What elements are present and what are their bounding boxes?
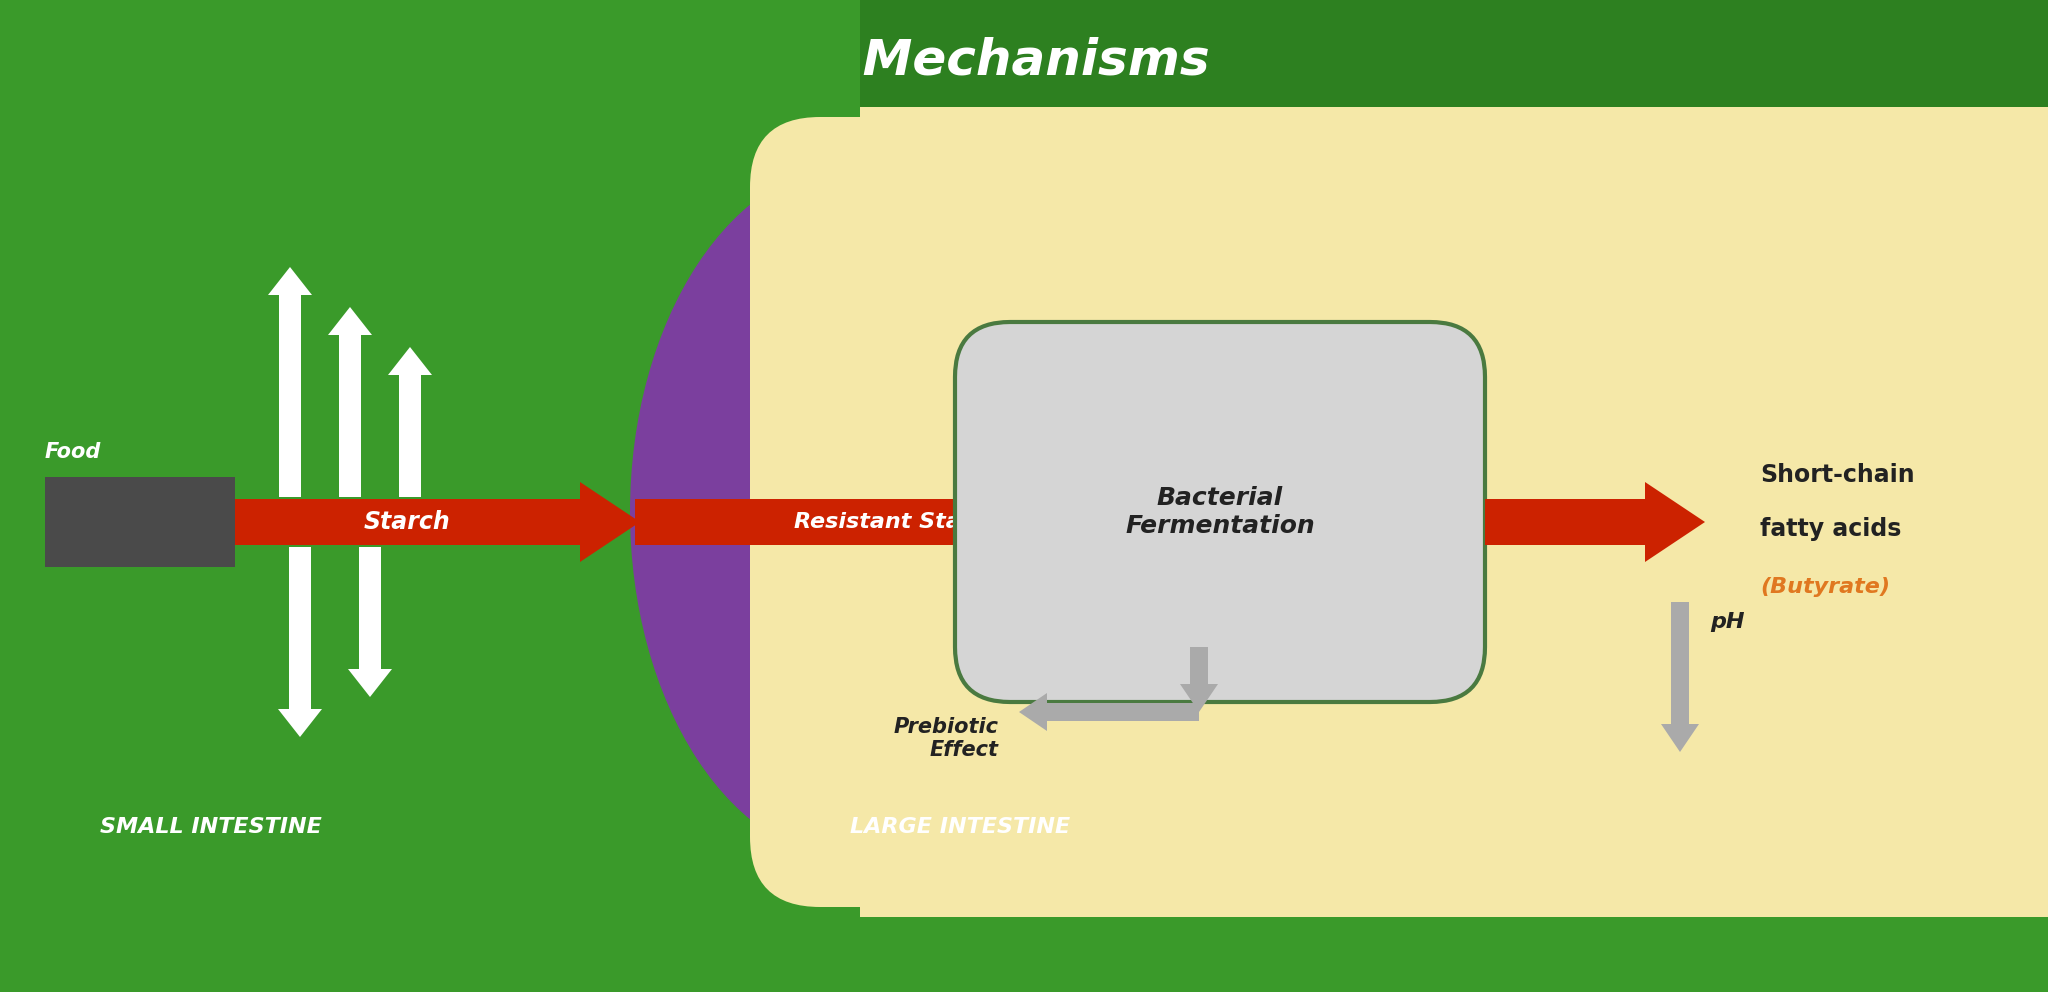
FancyArrow shape	[1020, 693, 1198, 731]
FancyArrow shape	[635, 482, 1221, 562]
Text: Bacterial
Fermentation: Bacterial Fermentation	[1124, 486, 1315, 538]
Bar	[860, 107, 2048, 917]
Text: SMALL INTESTINE: SMALL INTESTINE	[100, 817, 322, 837]
Bar	[0, 0, 2048, 122]
FancyArrow shape	[236, 482, 639, 562]
FancyArrow shape	[328, 307, 373, 497]
FancyArrow shape	[279, 547, 322, 737]
Ellipse shape	[631, 162, 1090, 862]
FancyArrow shape	[1180, 647, 1219, 712]
Text: (Butyrate): (Butyrate)	[1759, 577, 1890, 597]
FancyBboxPatch shape	[954, 322, 1485, 702]
FancyArrow shape	[348, 547, 391, 697]
Text: fatty acids: fatty acids	[1759, 517, 1901, 541]
FancyBboxPatch shape	[750, 117, 2040, 907]
FancyArrow shape	[1485, 482, 1706, 562]
Text: Resistant Starch - Metabolic Mechanisms: Resistant Starch - Metabolic Mechanisms	[49, 37, 1210, 85]
Text: Resistant Starch: Resistant Starch	[795, 512, 1001, 532]
Bar	[860, 107, 2048, 917]
Bar	[45, 477, 236, 567]
Ellipse shape	[631, 162, 1090, 862]
Text: Prebiotic
Effect: Prebiotic Effect	[895, 717, 999, 760]
Text: Starch: Starch	[365, 510, 451, 534]
FancyArrow shape	[268, 267, 311, 497]
Text: Food: Food	[45, 442, 100, 462]
Bar	[0, 0, 860, 992]
Text: Short-chain: Short-chain	[1759, 463, 1915, 487]
FancyArrow shape	[1661, 602, 1700, 752]
Text: pH: pH	[1710, 612, 1745, 632]
Text: LARGE INTESTINE: LARGE INTESTINE	[850, 817, 1071, 837]
FancyArrow shape	[387, 347, 432, 497]
FancyBboxPatch shape	[750, 117, 2040, 907]
FancyBboxPatch shape	[750, 117, 2040, 907]
